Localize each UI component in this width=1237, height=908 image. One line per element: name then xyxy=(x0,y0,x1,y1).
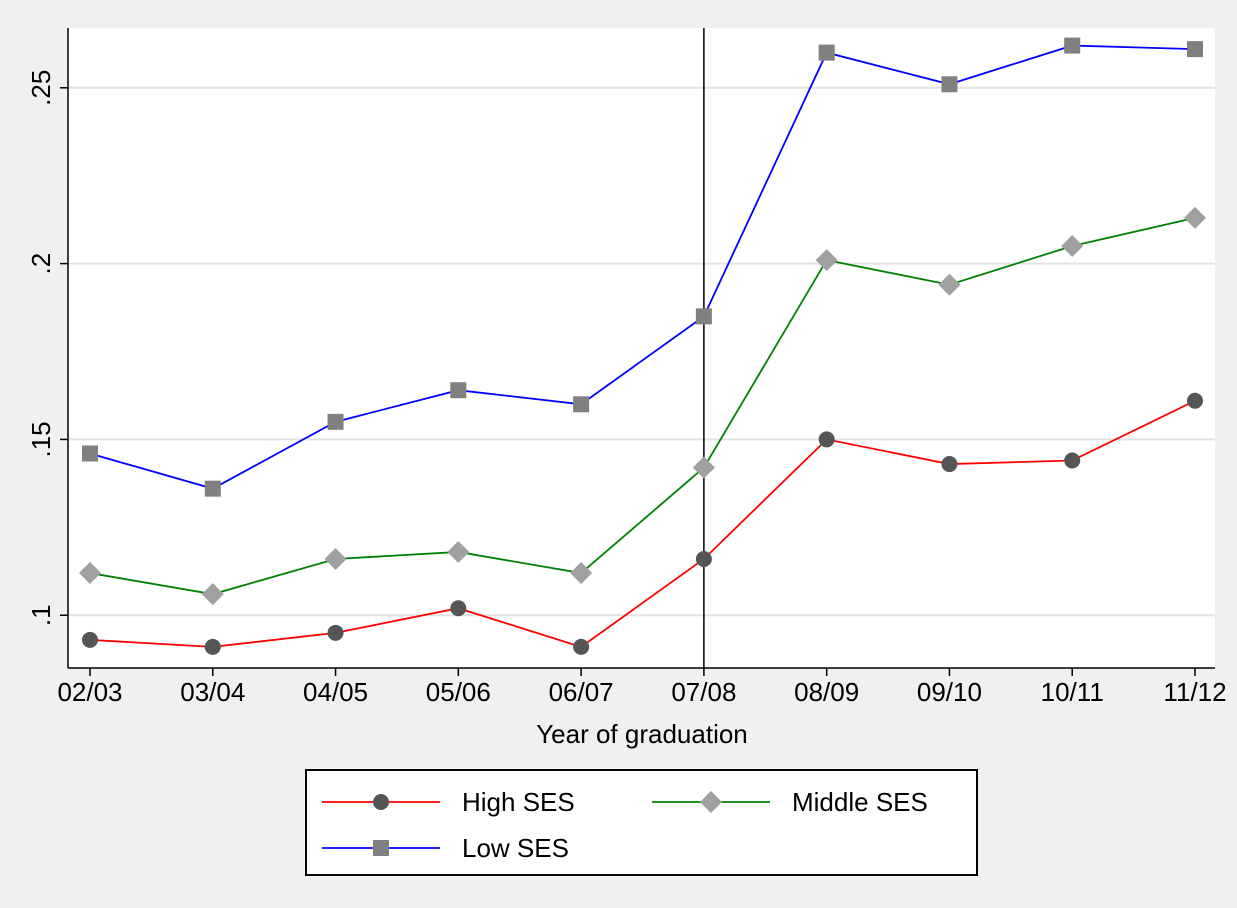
x-tick-label: 02/03 xyxy=(57,677,122,707)
x-tick-label: 09/10 xyxy=(917,677,982,707)
series-middle-ses xyxy=(79,206,1206,606)
series-line xyxy=(89,217,1196,596)
plot-area xyxy=(68,28,1215,668)
data-point xyxy=(938,273,961,296)
data-point xyxy=(450,600,467,617)
data-point xyxy=(692,456,715,479)
legend-marker xyxy=(373,840,389,856)
y-tick-label: .1 xyxy=(26,604,56,626)
data-point xyxy=(941,456,958,473)
data-point xyxy=(450,382,467,399)
data-point xyxy=(82,445,98,462)
data-point xyxy=(324,547,347,570)
x-axis: 02/03 03/04 04/05 05/06 06/07 07/08 08/09 09/10… xyxy=(57,667,1227,707)
legend-label: Low SES xyxy=(462,833,569,863)
data-point xyxy=(941,76,958,93)
data-point xyxy=(1184,206,1206,229)
data-point xyxy=(201,583,224,606)
legend-item: Middle SES xyxy=(652,787,928,817)
legend-box xyxy=(305,769,978,876)
series-low-ses xyxy=(82,37,1203,497)
data-point xyxy=(818,431,835,448)
data-point xyxy=(1061,235,1084,258)
legend-label: Middle SES xyxy=(792,787,928,817)
series-line xyxy=(89,44,1196,490)
x-tick-label: 10/11 xyxy=(1041,677,1104,707)
legend-item: High SES xyxy=(322,787,575,817)
data-point xyxy=(447,540,470,563)
data-point xyxy=(327,413,344,430)
legend-item: Low SES xyxy=(322,833,569,863)
data-point xyxy=(815,249,838,272)
legend-marker xyxy=(700,791,722,813)
data-point xyxy=(695,550,712,567)
legend-label: High SES xyxy=(462,787,575,817)
legend-marker xyxy=(373,794,389,810)
data-point xyxy=(82,631,98,648)
data-point xyxy=(695,308,712,325)
x-tick-label: 03/04 xyxy=(180,677,245,707)
data-point xyxy=(204,638,221,655)
y-tick-label: .25 xyxy=(26,70,56,106)
data-point xyxy=(327,624,344,641)
data-point xyxy=(818,44,835,61)
data-point xyxy=(570,562,593,585)
x-tick-label: 08/09 xyxy=(794,677,859,707)
x-tick-label: 04/05 xyxy=(303,677,368,707)
data-point xyxy=(573,396,590,413)
data-point xyxy=(1064,452,1081,469)
series-group xyxy=(79,37,1206,655)
y-axis: .1 .15 .2 .25 xyxy=(26,28,69,668)
data-point xyxy=(1187,392,1203,409)
data-point xyxy=(204,480,221,497)
data-point xyxy=(1187,41,1203,58)
x-tick-label: 05/06 xyxy=(426,677,491,707)
data-point xyxy=(1064,37,1081,54)
x-tick-label: 06/07 xyxy=(549,677,614,707)
data-point xyxy=(79,562,101,585)
legend: High SES Middle SES Low SES xyxy=(305,769,978,876)
y-tick-label: .2 xyxy=(26,253,56,275)
y-tick-label: .15 xyxy=(26,421,56,457)
series-high-ses xyxy=(82,392,1203,655)
x-tick-label: 07/08 xyxy=(671,677,736,707)
x-axis-title: Year of graduation xyxy=(536,719,748,749)
series-line xyxy=(89,399,1196,648)
gridlines xyxy=(68,86,1215,617)
x-tick-label: 11/12 xyxy=(1163,677,1226,707)
data-point xyxy=(573,638,590,655)
